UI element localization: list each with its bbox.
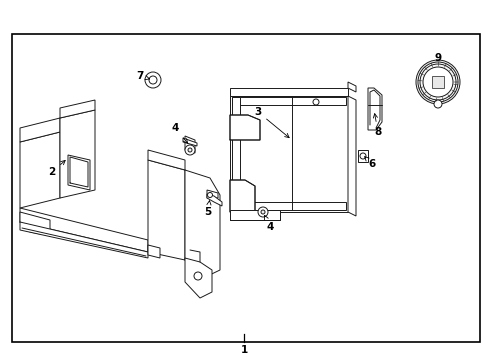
Polygon shape <box>357 150 367 162</box>
Polygon shape <box>229 96 347 212</box>
Polygon shape <box>20 212 50 234</box>
Polygon shape <box>229 210 280 220</box>
Bar <box>12 34 479 342</box>
Polygon shape <box>184 136 195 153</box>
Circle shape <box>194 272 202 280</box>
Polygon shape <box>231 97 346 105</box>
Polygon shape <box>229 115 260 140</box>
Circle shape <box>422 67 452 97</box>
Polygon shape <box>258 198 267 215</box>
Circle shape <box>145 72 161 88</box>
Circle shape <box>187 148 192 152</box>
Polygon shape <box>229 88 347 96</box>
Polygon shape <box>229 180 254 212</box>
Polygon shape <box>184 258 212 298</box>
Polygon shape <box>20 222 148 258</box>
Text: 3: 3 <box>254 107 288 138</box>
Polygon shape <box>60 110 95 198</box>
Polygon shape <box>347 82 355 92</box>
Polygon shape <box>231 202 346 210</box>
Text: 9: 9 <box>433 53 441 63</box>
Circle shape <box>417 62 457 102</box>
Circle shape <box>433 100 441 108</box>
Text: 7: 7 <box>136 71 149 81</box>
Text: 5: 5 <box>204 201 211 217</box>
Circle shape <box>419 64 455 100</box>
Circle shape <box>149 76 157 84</box>
Polygon shape <box>183 138 197 146</box>
Polygon shape <box>206 194 222 206</box>
Circle shape <box>258 207 267 217</box>
Text: 4: 4 <box>171 123 187 143</box>
Text: 2: 2 <box>48 161 65 177</box>
Text: 8: 8 <box>373 114 381 137</box>
Text: 1: 1 <box>240 345 247 355</box>
Circle shape <box>359 153 365 159</box>
Polygon shape <box>256 200 269 208</box>
Text: 4: 4 <box>264 215 273 232</box>
Polygon shape <box>60 100 95 118</box>
Text: 6: 6 <box>364 157 375 169</box>
Polygon shape <box>148 150 184 170</box>
Polygon shape <box>347 96 355 216</box>
Circle shape <box>207 193 212 198</box>
Polygon shape <box>148 245 160 258</box>
Polygon shape <box>20 118 60 142</box>
Polygon shape <box>68 155 90 190</box>
Circle shape <box>261 210 264 214</box>
Circle shape <box>184 145 195 155</box>
Polygon shape <box>184 170 220 282</box>
Polygon shape <box>367 88 381 130</box>
Polygon shape <box>231 97 240 210</box>
Polygon shape <box>20 132 60 208</box>
Polygon shape <box>431 76 443 88</box>
Circle shape <box>415 60 459 104</box>
Circle shape <box>312 99 318 105</box>
Polygon shape <box>20 208 148 252</box>
Polygon shape <box>206 190 218 198</box>
Polygon shape <box>148 160 184 260</box>
